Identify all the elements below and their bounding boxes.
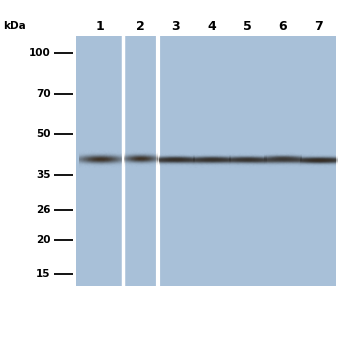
Text: 1: 1 xyxy=(95,19,104,33)
Text: 5: 5 xyxy=(243,19,251,33)
Text: 7: 7 xyxy=(314,19,323,33)
Text: 6: 6 xyxy=(279,19,287,33)
Text: kDa: kDa xyxy=(3,21,26,31)
Text: 3: 3 xyxy=(172,19,180,33)
Bar xyxy=(76,36,336,286)
Text: 15: 15 xyxy=(36,269,51,279)
Text: 4: 4 xyxy=(207,19,216,33)
Text: 35: 35 xyxy=(36,170,51,180)
Text: 100: 100 xyxy=(29,48,51,58)
Text: 20: 20 xyxy=(36,235,51,245)
Text: 70: 70 xyxy=(36,89,51,99)
Text: 2: 2 xyxy=(137,19,145,33)
Text: 50: 50 xyxy=(36,129,51,138)
Text: 26: 26 xyxy=(36,205,51,215)
